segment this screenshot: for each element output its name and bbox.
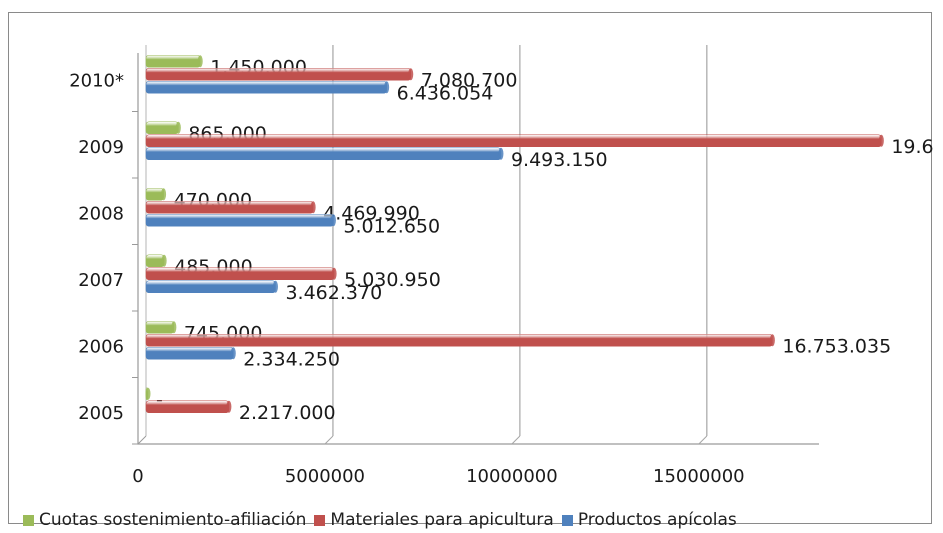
bar-cap: [197, 55, 203, 68]
data-label: 4.469.990: [323, 202, 420, 224]
bar-cap: [161, 254, 167, 267]
legend-label-productos: Productos apícolas: [577, 510, 737, 530]
bar: [145, 320, 175, 334]
data-label: -: [156, 389, 163, 411]
bar: [145, 67, 412, 81]
bar: [145, 346, 234, 360]
bar-cap: [226, 400, 232, 413]
bar: [145, 333, 773, 347]
data-label: 19.667.350: [891, 136, 933, 158]
bar: [145, 254, 165, 268]
legend-item-cuotas: Cuotas sostenimiento-afiliación: [23, 510, 306, 530]
data-label: 16.753.035: [782, 335, 891, 357]
bar: [145, 147, 502, 161]
bar-cap: [769, 334, 775, 347]
legend: Cuotas sostenimiento-afiliación Material…: [23, 507, 745, 533]
gridline-floor: [511, 435, 521, 445]
legend-label-materiales: Materiales para apicultura: [330, 510, 554, 530]
y-tick-label: 2007: [78, 270, 124, 291]
bar-cap: [272, 280, 278, 293]
bar-cap: [498, 147, 504, 160]
data-label: 9.493.150: [511, 149, 608, 171]
bar: [145, 200, 314, 214]
y-tick-label: 2008: [78, 203, 124, 224]
legend-item-materiales: Materiales para apicultura: [314, 510, 554, 530]
x-tick-label: 15000000: [653, 466, 745, 487]
bar-cap: [230, 347, 236, 360]
bar-cap: [384, 81, 390, 94]
y-tick-label: 2005: [78, 403, 124, 424]
x-tick-label: 0: [132, 466, 143, 487]
axis-frame: [137, 53, 819, 445]
legend-item-productos: Productos apícolas: [561, 510, 737, 530]
data-label: 2.334.250: [243, 348, 340, 370]
y-tick-label: 2006: [78, 336, 124, 357]
legend-swatch-productos: [561, 514, 573, 526]
data-label: 5.030.950: [344, 269, 441, 291]
y-tick-label: 2009: [78, 137, 124, 158]
bar: [145, 187, 164, 201]
bar: [145, 213, 334, 227]
bar-cap: [171, 321, 177, 334]
bar-cap: [331, 267, 337, 280]
gridline-floor: [324, 435, 334, 445]
bar-cap: [310, 201, 316, 214]
bar-cap: [408, 68, 414, 81]
bar: [145, 280, 276, 294]
legend-swatch-materiales: [314, 514, 326, 526]
data-label: 6.436.054: [397, 82, 494, 104]
gridline-floor: [698, 435, 708, 445]
bar: [145, 134, 882, 148]
bar-cap: [878, 134, 884, 147]
x-tick-label: 10000000: [466, 466, 558, 487]
data-label: 3.462.370: [285, 282, 382, 304]
bar-chart: 0 5000000 10000000 15000000 2005 - 2.217.000 20…: [69, 45, 933, 487]
legend-label-cuotas: Cuotas sostenimiento-afiliación: [39, 510, 307, 530]
x-tick-label: 5000000: [285, 466, 365, 487]
bar: [145, 54, 201, 68]
data-label: 7.080.700: [421, 69, 518, 91]
bar: [145, 267, 335, 281]
bar-cap: [161, 188, 167, 201]
chart-frame: 0 5000000 10000000 15000000 2005 - 2.217.000 20…: [8, 12, 933, 530]
bar: [145, 121, 179, 135]
floor-edge: [137, 435, 147, 445]
legend-swatch-cuotas: [23, 514, 34, 526]
bar-cap: [145, 387, 151, 400]
bar: [145, 80, 387, 94]
y-tick-label: 2010*: [69, 70, 124, 91]
bar: [145, 400, 230, 414]
data-label: 2.217.000: [239, 402, 336, 424]
data-label: 5.012.650: [343, 215, 440, 237]
bar-cap: [175, 121, 181, 134]
bar-cap: [330, 214, 336, 227]
